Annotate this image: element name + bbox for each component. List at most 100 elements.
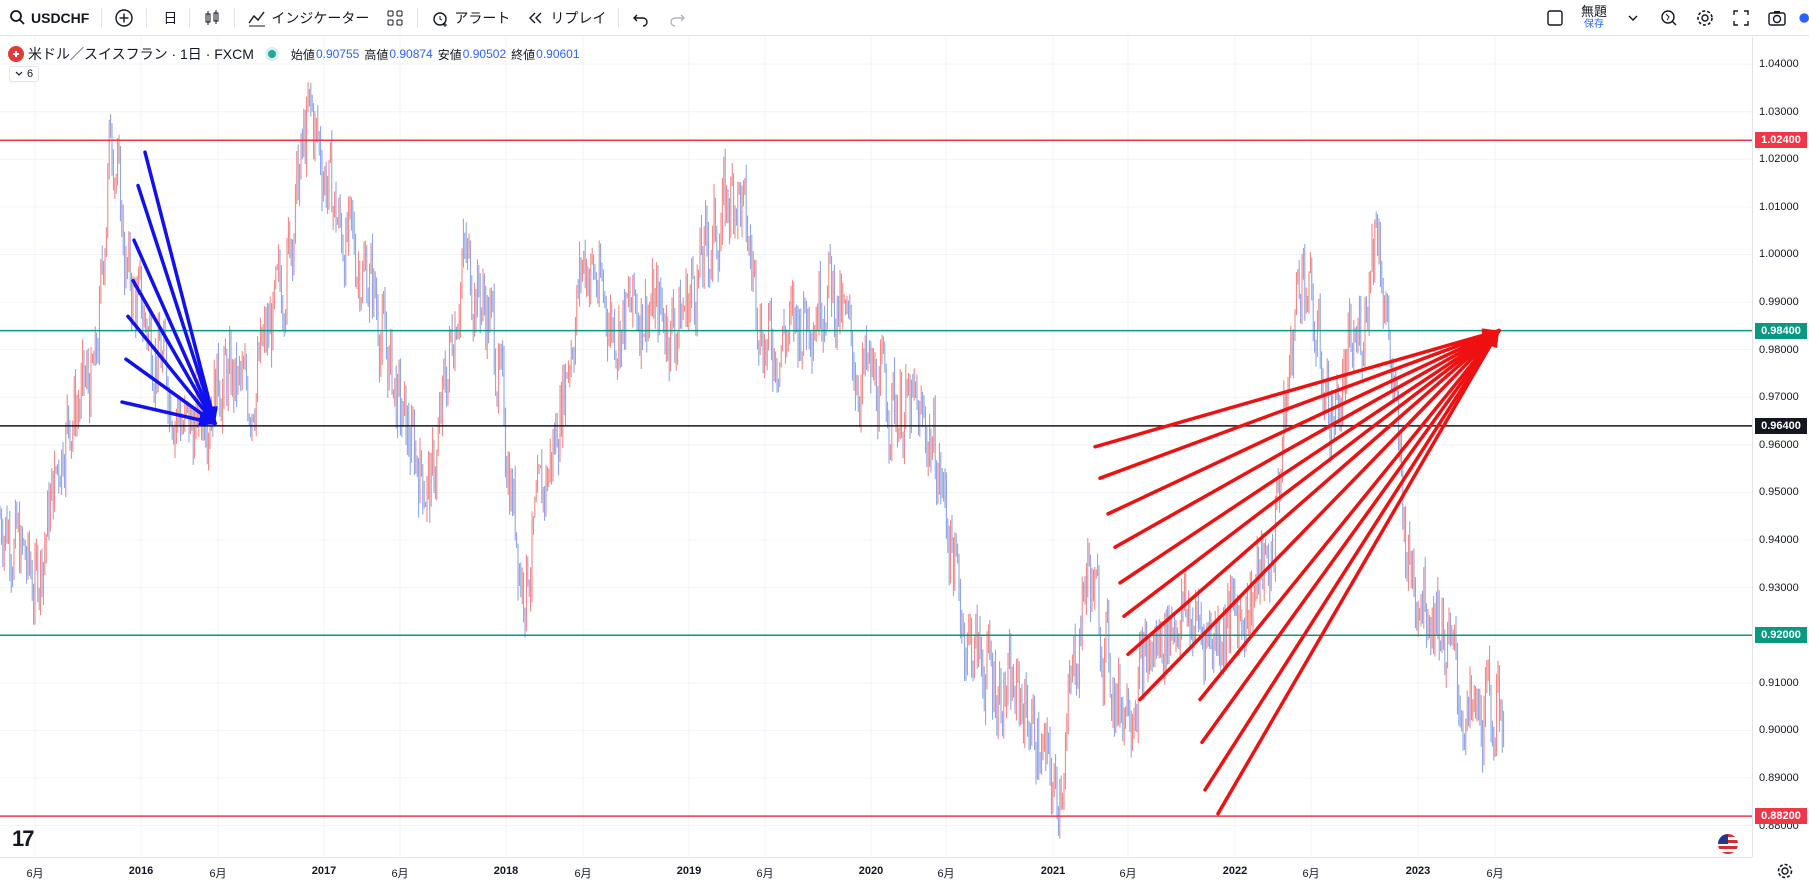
time-axis[interactable]: 6月 2016 6月 2017 6月 2018 6月 2019 6月 2020 6月 2021 6月 20… bbox=[0, 857, 1752, 885]
symbol-search-button[interactable]: USDCHF bbox=[0, 0, 97, 36]
divider bbox=[234, 7, 236, 28]
save-label: 保存 bbox=[1583, 18, 1604, 30]
indicators-button[interactable]: インジケーター bbox=[239, 0, 377, 36]
time-tick-label: 2021 bbox=[1040, 865, 1066, 877]
price-tick-label: 0.97000 bbox=[1759, 391, 1799, 404]
red-arrow-head bbox=[1484, 330, 1499, 348]
publish-icon bbox=[1799, 12, 1809, 23]
low-value: 0.90502 bbox=[462, 47, 507, 61]
candles-icon bbox=[205, 9, 219, 25]
price-tick-label: 0.99000 bbox=[1759, 296, 1799, 309]
gear-icon bbox=[1697, 9, 1713, 26]
price-tick-label: 0.96000 bbox=[1759, 438, 1799, 451]
legend-collapse-button[interactable]: 6 bbox=[9, 66, 40, 82]
indicators-label: インジケーター bbox=[271, 9, 370, 26]
layout-menu-button[interactable] bbox=[1615, 0, 1651, 36]
top-toolbar: USDCHF 日 インジケーター アラート リプレイ 無題 保 bbox=[0, 0, 1809, 36]
high-label: 高値 bbox=[364, 47, 389, 62]
replay-label: リプレイ bbox=[550, 9, 607, 26]
time-tick-label: 2018 bbox=[493, 865, 519, 877]
red-arrow bbox=[1138, 328, 1501, 702]
settings-button[interactable] bbox=[1687, 0, 1723, 36]
low-label: 安値 bbox=[437, 47, 462, 62]
horizontal-lines[interactable] bbox=[0, 139, 1752, 817]
drawn-arrows[interactable] bbox=[120, 150, 1501, 816]
market-status-dot[interactable] bbox=[267, 50, 276, 58]
price-tick-label: 0.90000 bbox=[1759, 724, 1799, 737]
snapshot-button[interactable] bbox=[1759, 0, 1795, 36]
us-flag-icon[interactable] bbox=[1718, 834, 1738, 854]
axis-settings-icon[interactable] bbox=[1775, 861, 1795, 881]
time-tick-label: 6月 bbox=[391, 868, 409, 880]
camera-icon bbox=[1768, 10, 1786, 26]
time-tick-label: 6月 bbox=[574, 868, 592, 880]
divider bbox=[146, 7, 148, 28]
divider bbox=[417, 7, 419, 28]
time-tick-label: 6月 bbox=[1486, 868, 1504, 880]
fullscreen-button[interactable] bbox=[1723, 0, 1759, 36]
time-tick-label: 6月 bbox=[1119, 868, 1137, 880]
open-label: 始値 bbox=[290, 47, 315, 62]
layouts-button[interactable] bbox=[377, 0, 413, 36]
blue-arrow bbox=[132, 238, 217, 426]
quick-search-button[interactable] bbox=[1651, 0, 1687, 36]
close-label: 終値 bbox=[511, 47, 536, 62]
blue-arrow bbox=[131, 278, 217, 426]
tradingview-logo[interactable]: 17 bbox=[12, 826, 35, 851]
legend-title[interactable]: 米ドル／スイスフラン · 1日 · FXCM bbox=[28, 46, 254, 62]
red-arrow bbox=[1200, 328, 1501, 745]
blue-arrow bbox=[124, 357, 217, 426]
alert-button[interactable]: アラート bbox=[422, 0, 518, 36]
add-circle-icon bbox=[115, 8, 134, 27]
series-legend: 米ドル／スイスフラン · 1日 · FXCM 始値 0.90755 高値 0.908… bbox=[8, 44, 580, 64]
price-line-badge[interactable]: 0.96400 bbox=[1755, 417, 1807, 434]
price-line-badge[interactable]: 0.88200 bbox=[1755, 808, 1807, 825]
chart-grid bbox=[0, 37, 1752, 857]
chart-type-button[interactable] bbox=[194, 0, 230, 36]
interval-button[interactable]: 日 bbox=[151, 0, 185, 36]
price-tick-label: 0.89000 bbox=[1759, 771, 1799, 784]
interval-label: 日 bbox=[163, 9, 178, 26]
price-tick-label: 0.94000 bbox=[1759, 534, 1799, 547]
compare-button[interactable] bbox=[106, 0, 142, 36]
usdchf-flag-icon bbox=[8, 46, 24, 62]
time-tick-label: 2022 bbox=[1222, 865, 1248, 877]
undo-icon bbox=[633, 14, 649, 27]
red-arrow bbox=[1113, 328, 1501, 549]
time-tick-label: 6月 bbox=[756, 868, 774, 880]
price-tick-label: 1.03000 bbox=[1759, 105, 1799, 118]
publish-button[interactable] bbox=[1795, 0, 1809, 36]
close-value: 0.90601 bbox=[536, 47, 580, 61]
price-line-badge[interactable]: 0.98400 bbox=[1755, 322, 1807, 339]
divider bbox=[189, 7, 191, 28]
price-axis[interactable]: 1.04000 1.03000 1.02000 1.01000 1.00000 0.990… bbox=[1752, 37, 1809, 857]
time-tick-label: 2023 bbox=[1405, 865, 1431, 877]
blue-arrow bbox=[136, 183, 217, 426]
rewind-icon bbox=[529, 12, 542, 23]
price-series bbox=[0, 82, 1505, 839]
open-value: 0.90755 bbox=[315, 47, 360, 61]
time-tick-label: 2020 bbox=[858, 865, 884, 877]
chevron-down-icon bbox=[15, 71, 23, 76]
high-value: 0.90874 bbox=[389, 47, 433, 61]
price-line-badge[interactable]: 1.02400 bbox=[1755, 132, 1807, 149]
save-layout-button[interactable]: 無題 保存 bbox=[1573, 5, 1615, 31]
time-tick-label: 6月 bbox=[1302, 868, 1320, 880]
layout-select-button[interactable] bbox=[1537, 0, 1573, 36]
layout-title: 無題 bbox=[1580, 3, 1607, 19]
symbol-label: USDCHF bbox=[31, 9, 90, 26]
price-tick-label: 0.95000 bbox=[1759, 486, 1799, 499]
time-tick-label: 2019 bbox=[676, 865, 702, 877]
square-icon bbox=[1547, 9, 1563, 26]
redo-button[interactable] bbox=[659, 0, 695, 36]
replay-button[interactable]: リプレイ bbox=[518, 0, 614, 36]
price-chart[interactable] bbox=[0, 37, 1752, 857]
price-tick-label: 1.01000 bbox=[1759, 200, 1799, 213]
price-tick-label: 1.02000 bbox=[1759, 153, 1799, 166]
grid-icon bbox=[387, 10, 403, 25]
indicator-count: 6 bbox=[27, 68, 34, 80]
red-arrow bbox=[1122, 328, 1501, 618]
price-tick-label: 1.00000 bbox=[1759, 248, 1799, 261]
undo-button[interactable] bbox=[623, 0, 659, 36]
price-line-badge[interactable]: 0.92000 bbox=[1755, 627, 1807, 644]
